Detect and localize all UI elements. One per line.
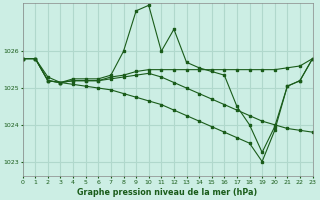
X-axis label: Graphe pression niveau de la mer (hPa): Graphe pression niveau de la mer (hPa) [77, 188, 258, 197]
